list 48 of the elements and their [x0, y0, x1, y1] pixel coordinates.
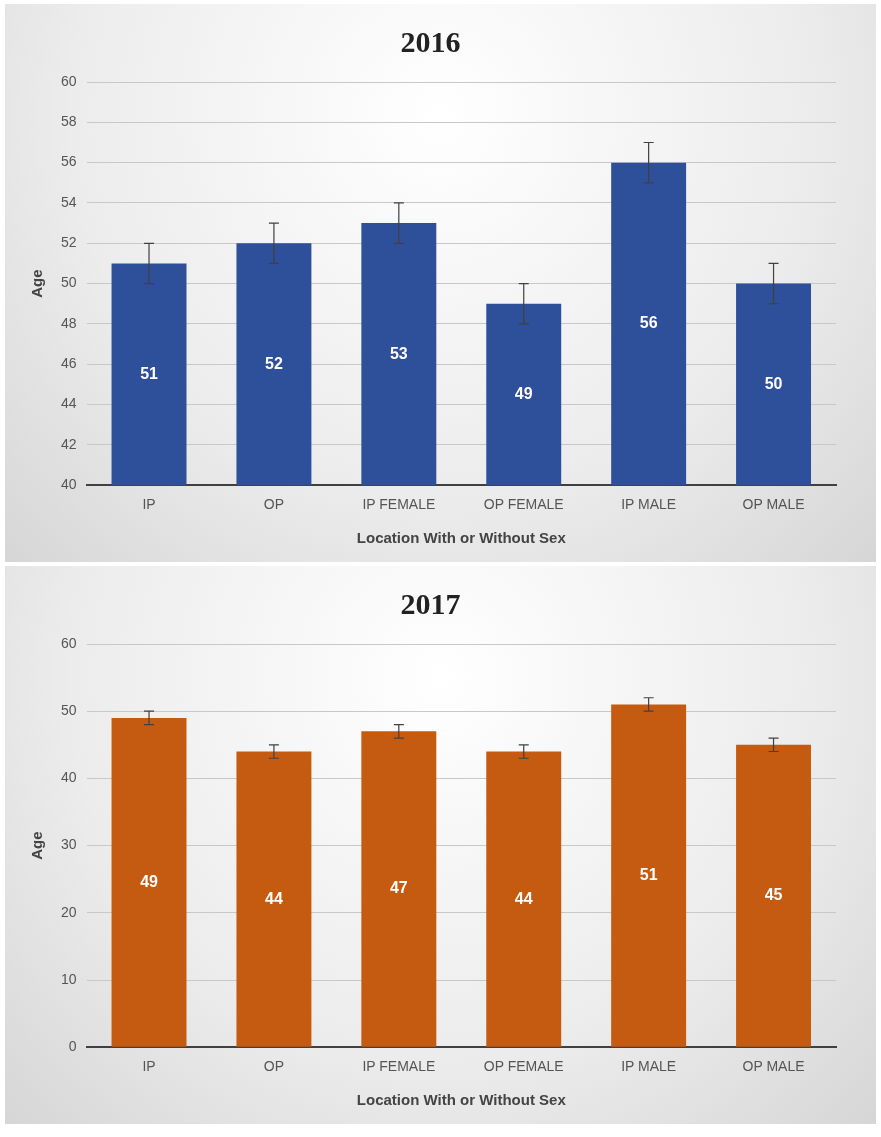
x-tick-label: IP FEMALE	[362, 496, 436, 513]
y-axis-title: Age	[28, 269, 46, 298]
y-tick-label: 50	[60, 702, 77, 719]
x-tick-label: OP MALE	[742, 1058, 805, 1075]
y-tick-label: 20	[60, 903, 77, 920]
data-label: 51	[639, 866, 658, 883]
data-label: 45	[764, 886, 783, 904]
y-tick-label: 56	[60, 153, 77, 170]
data-label: 52	[265, 354, 283, 372]
y-axis-title: Age	[28, 831, 46, 860]
data-label: 49	[514, 384, 533, 402]
x-tick-label: IP FEMALE	[362, 1058, 436, 1075]
y-tick-label: 10	[60, 970, 77, 987]
x-tick-label: IP	[142, 496, 156, 513]
y-tick-label: 44	[60, 395, 77, 412]
y-tick-label: 30	[60, 836, 77, 853]
x-tick-label: OP	[263, 1058, 285, 1075]
data-label: 51	[140, 364, 159, 382]
data-label: 44	[265, 889, 283, 907]
data-label: 49	[140, 872, 159, 890]
y-tick-label: 52	[60, 234, 77, 251]
y-tick-label: 60	[60, 634, 77, 651]
x-axis-title: Location With or Without Sex	[356, 1091, 567, 1109]
y-tick-label: 42	[60, 435, 77, 452]
chart-title: 2017	[400, 586, 461, 620]
y-tick-label: 58	[60, 113, 77, 130]
y-tick-label: 40	[60, 476, 77, 493]
chart-title: 2016	[400, 24, 461, 58]
x-tick-label: OP FEMALE	[483, 1058, 564, 1075]
y-tick-label: 60	[60, 72, 77, 89]
x-tick-label: IP MALE	[621, 496, 677, 513]
data-label: 53	[389, 344, 408, 362]
x-tick-label: OP	[263, 496, 285, 513]
data-label: 50	[764, 374, 783, 392]
data-label: 47	[389, 879, 408, 897]
x-tick-label: IP MALE	[621, 1058, 677, 1075]
x-tick-label: OP MALE	[742, 496, 805, 513]
y-tick-label: 0	[68, 1038, 77, 1055]
x-axis-title: Location With or Without Sex	[356, 529, 567, 547]
y-tick-label: 50	[60, 274, 77, 291]
y-tick-label: 54	[60, 193, 77, 210]
y-tick-label: 46	[60, 355, 77, 372]
y-tick-label: 40	[60, 769, 77, 786]
x-tick-label: OP FEMALE	[483, 496, 564, 513]
y-tick-label: 48	[60, 314, 77, 331]
x-tick-label: IP	[142, 1058, 156, 1075]
data-label: 44	[514, 889, 533, 907]
data-label: 56	[639, 314, 658, 332]
